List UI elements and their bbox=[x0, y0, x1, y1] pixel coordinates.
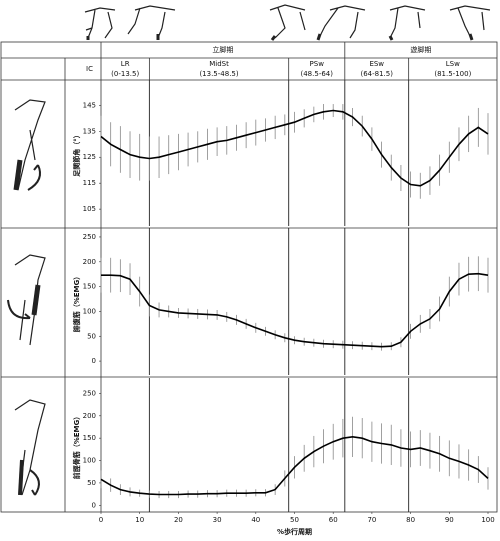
y-tick-label: 0 bbox=[92, 357, 96, 365]
x-tick-label: 20 bbox=[174, 516, 183, 524]
x-tick-label: 50 bbox=[290, 516, 299, 524]
x-tick-label: 80 bbox=[406, 516, 415, 524]
y-tick-label: 115 bbox=[83, 179, 96, 187]
y-tick-label: 250 bbox=[83, 233, 96, 241]
y-tick-label: 200 bbox=[83, 412, 96, 420]
x-tick-label: 30 bbox=[213, 516, 222, 524]
y-tick-label: 50 bbox=[87, 479, 96, 487]
x-tick-label: 60 bbox=[329, 516, 338, 524]
y-tick-label: 150 bbox=[83, 283, 96, 291]
mean-line bbox=[100, 109, 489, 187]
x-tick-label: 70 bbox=[367, 516, 376, 524]
y-tick-label: 250 bbox=[83, 389, 96, 397]
ic-label: IC bbox=[86, 65, 93, 73]
swing-label: 遊脚期 bbox=[410, 45, 431, 54]
y-tick-label: 125 bbox=[83, 153, 96, 161]
phase-range: (64-81.5) bbox=[360, 70, 393, 78]
y-axis-label: 前脛骨筋（%EMG） bbox=[72, 413, 81, 480]
y-tick-label: 200 bbox=[83, 258, 96, 266]
mean-line bbox=[101, 272, 489, 348]
x-tick-label: 40 bbox=[251, 516, 260, 524]
phase-range: (48.5-64) bbox=[301, 70, 334, 78]
y-tick-label: 135 bbox=[83, 127, 96, 135]
x-tick-label: 100 bbox=[481, 516, 494, 524]
top-skeletons bbox=[84, 4, 491, 41]
y-axis-label: 足関節角（°） bbox=[72, 131, 81, 177]
phase-name: LR bbox=[121, 60, 130, 68]
stance-label: 立脚期 bbox=[212, 45, 233, 54]
y-tick-label: 150 bbox=[83, 434, 96, 442]
phase-range: (13.5-48.5) bbox=[199, 70, 238, 78]
mean-line bbox=[100, 435, 489, 496]
y-tick-label: 100 bbox=[83, 307, 96, 315]
phase-range: (0-13.5) bbox=[111, 70, 139, 78]
anatomy-drawings bbox=[7, 99, 46, 496]
x-tick-label: 10 bbox=[135, 516, 144, 524]
y-tick-label: 100 bbox=[83, 457, 96, 465]
phase-name: PSw bbox=[310, 60, 325, 68]
y-axis-label: 腓腹筋（%EMG） bbox=[72, 273, 81, 333]
y-tick-label: 50 bbox=[87, 332, 96, 340]
x-axis-label: %歩行周期 bbox=[277, 527, 312, 536]
x-tick-label: 0 bbox=[99, 516, 103, 524]
y-tick-label: 0 bbox=[92, 501, 96, 509]
phase-name: ESw bbox=[369, 60, 384, 68]
phase-name: LSw bbox=[446, 60, 460, 68]
phase-name: MidSt bbox=[209, 60, 229, 68]
phase-range: (81.5-100) bbox=[434, 70, 471, 78]
y-tick-label: 145 bbox=[83, 101, 96, 109]
y-tick-label: 105 bbox=[83, 205, 96, 213]
x-tick-label: 90 bbox=[445, 516, 454, 524]
